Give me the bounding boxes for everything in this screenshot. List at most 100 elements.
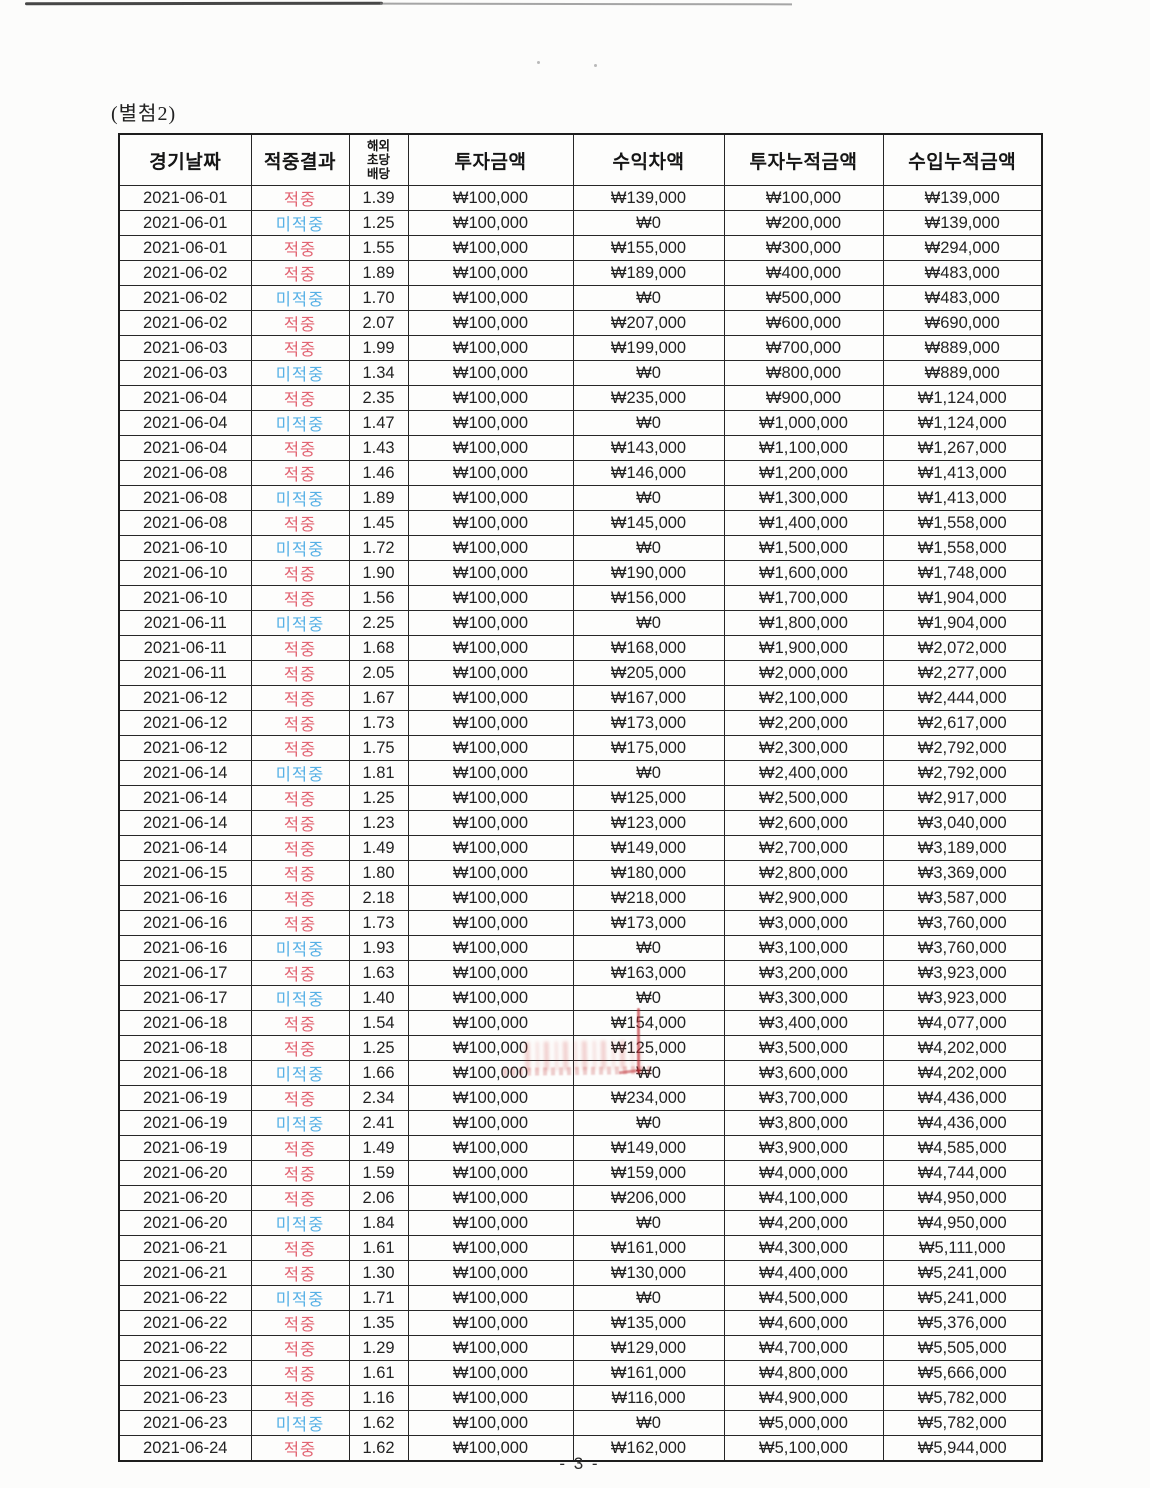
cell-cumulative-income: ₩1,748,000	[882, 560, 1043, 586]
table-row: 2021-06-16 적중 1.73 ₩100,000 ₩173,000 ₩3,…	[118, 910, 1043, 936]
cell-investment: ₩100,000	[407, 185, 574, 211]
cell-cumulative-investment: ₩4,200,000	[723, 1210, 884, 1236]
cell-profit: ₩0	[572, 1285, 725, 1311]
cell-hit-result: 적중	[250, 710, 350, 736]
cell-cumulative-investment: ₩2,700,000	[723, 835, 884, 861]
cell-overseas-odds: 2.06	[348, 1185, 409, 1211]
cell-cumulative-investment: ₩1,100,000	[723, 435, 884, 461]
cell-cumulative-income: ₩5,782,000	[882, 1385, 1043, 1411]
cell-cumulative-investment: ₩4,100,000	[723, 1185, 884, 1211]
table-row: 2021-06-21 적중 1.61 ₩100,000 ₩161,000 ₩4,…	[118, 1235, 1043, 1261]
cell-game-date: 2021-06-11	[118, 610, 252, 636]
table-row: 2021-06-08 적중 1.45 ₩100,000 ₩145,000 ₩1,…	[118, 510, 1043, 536]
cell-cumulative-income: ₩1,558,000	[882, 510, 1043, 536]
col-header-overseas-odds: 해외 초당 배당	[348, 133, 409, 186]
cell-investment: ₩100,000	[407, 435, 574, 461]
cell-hit-result: 적중	[250, 335, 350, 361]
cell-cumulative-investment: ₩3,300,000	[723, 985, 884, 1011]
cell-cumulative-investment: ₩3,700,000	[723, 1085, 884, 1111]
cell-cumulative-income: ₩1,413,000	[882, 485, 1043, 511]
table-row: 2021-06-01 미적중 1.25 ₩100,000 ₩0 ₩200,000…	[118, 210, 1043, 236]
scan-artifact-line	[24, 1, 384, 6]
cell-overseas-odds: 1.25	[348, 785, 409, 811]
table-row: 2021-06-22 미적중 1.71 ₩100,000 ₩0 ₩4,500,0…	[118, 1285, 1043, 1311]
cell-hit-result: 적중	[250, 385, 350, 411]
table-row: 2021-06-10 미적중 1.72 ₩100,000 ₩0 ₩1,500,0…	[118, 535, 1043, 561]
cell-game-date: 2021-06-20	[118, 1160, 252, 1186]
table-row: 2021-06-19 미적중 2.41 ₩100,000 ₩0 ₩3,800,0…	[118, 1110, 1043, 1136]
cell-hit-result: 미적중	[250, 360, 350, 386]
cell-profit: ₩189,000	[572, 260, 725, 286]
cell-game-date: 2021-06-16	[118, 935, 252, 961]
cell-game-date: 2021-06-20	[118, 1210, 252, 1236]
cell-investment: ₩100,000	[407, 485, 574, 511]
cell-game-date: 2021-06-12	[118, 710, 252, 736]
table-row: 2021-06-17 적중 1.63 ₩100,000 ₩163,000 ₩3,…	[118, 960, 1043, 986]
cell-profit: ₩0	[572, 1060, 725, 1086]
table-row: 2021-06-20 적중 2.06 ₩100,000 ₩206,000 ₩4,…	[118, 1185, 1043, 1211]
cell-hit-result: 미적중	[250, 485, 350, 511]
cell-game-date: 2021-06-18	[118, 1035, 252, 1061]
cell-profit: ₩159,000	[572, 1160, 725, 1186]
cell-profit: ₩0	[572, 985, 725, 1011]
cell-game-date: 2021-06-22	[118, 1285, 252, 1311]
table-row: 2021-06-23 미적중 1.62 ₩100,000 ₩0 ₩5,000,0…	[118, 1410, 1043, 1436]
cell-investment: ₩100,000	[407, 310, 574, 336]
cell-hit-result: 적중	[250, 960, 350, 986]
cell-cumulative-income: ₩1,904,000	[882, 585, 1043, 611]
cell-overseas-odds: 1.46	[348, 460, 409, 486]
cell-profit: ₩206,000	[572, 1185, 725, 1211]
cell-game-date: 2021-06-08	[118, 460, 252, 486]
cell-cumulative-income: ₩1,558,000	[882, 535, 1043, 561]
cell-cumulative-investment: ₩400,000	[723, 260, 884, 286]
cell-cumulative-investment: ₩3,800,000	[723, 1110, 884, 1136]
cell-cumulative-income: ₩5,241,000	[882, 1285, 1043, 1311]
cell-game-date: 2021-06-10	[118, 535, 252, 561]
cell-investment: ₩100,000	[407, 1335, 574, 1361]
table-row: 2021-06-08 적중 1.46 ₩100,000 ₩146,000 ₩1,…	[118, 460, 1043, 486]
cell-profit: ₩0	[572, 485, 725, 511]
table-row: 2021-06-14 적중 1.23 ₩100,000 ₩123,000 ₩2,…	[118, 810, 1043, 836]
cell-profit: ₩0	[572, 360, 725, 386]
cell-investment: ₩100,000	[407, 360, 574, 386]
table-row: 2021-06-16 미적중 1.93 ₩100,000 ₩0 ₩3,100,0…	[118, 935, 1043, 961]
table-row: 2021-06-16 적중 2.18 ₩100,000 ₩218,000 ₩2,…	[118, 885, 1043, 911]
cell-overseas-odds: 1.67	[348, 685, 409, 711]
cell-cumulative-investment: ₩3,000,000	[723, 910, 884, 936]
cell-game-date: 2021-06-18	[118, 1060, 252, 1086]
cell-cumulative-investment: ₩2,600,000	[723, 810, 884, 836]
cell-profit: ₩129,000	[572, 1335, 725, 1361]
cell-cumulative-income: ₩4,077,000	[882, 1010, 1043, 1036]
cell-investment: ₩100,000	[407, 985, 574, 1011]
cell-investment: ₩100,000	[407, 885, 574, 911]
cell-overseas-odds: 2.05	[348, 660, 409, 686]
cell-game-date: 2021-06-10	[118, 585, 252, 611]
cell-profit: ₩173,000	[572, 910, 725, 936]
table-row: 2021-06-21 적중 1.30 ₩100,000 ₩130,000 ₩4,…	[118, 1260, 1043, 1286]
table-row: 2021-06-23 적중 1.16 ₩100,000 ₩116,000 ₩4,…	[118, 1385, 1043, 1411]
cell-cumulative-investment: ₩2,400,000	[723, 760, 884, 786]
cell-game-date: 2021-06-02	[118, 285, 252, 311]
cell-overseas-odds: 1.55	[348, 235, 409, 261]
page-number: - 3 -	[559, 1454, 600, 1473]
cell-hit-result: 미적중	[250, 210, 350, 236]
cell-cumulative-investment: ₩4,900,000	[723, 1385, 884, 1411]
table-row: 2021-06-10 적중 1.56 ₩100,000 ₩156,000 ₩1,…	[118, 585, 1043, 611]
cell-profit: ₩175,000	[572, 735, 725, 761]
cell-investment: ₩100,000	[407, 935, 574, 961]
table-row: 2021-06-12 적중 1.73 ₩100,000 ₩173,000 ₩2,…	[118, 710, 1043, 736]
cell-hit-result: 적중	[250, 260, 350, 286]
cell-overseas-odds: 1.34	[348, 360, 409, 386]
cell-overseas-odds: 1.23	[348, 810, 409, 836]
cell-cumulative-investment: ₩4,800,000	[723, 1360, 884, 1386]
scan-speck	[594, 64, 597, 67]
table-row: 2021-06-11 적중 1.68 ₩100,000 ₩168,000 ₩1,…	[118, 635, 1043, 661]
cell-hit-result: 적중	[250, 1135, 350, 1161]
cell-hit-result: 미적중	[250, 1060, 350, 1086]
cell-cumulative-income: ₩4,950,000	[882, 1210, 1043, 1236]
cell-profit: ₩116,000	[572, 1385, 725, 1411]
cell-hit-result: 미적중	[250, 1210, 350, 1236]
cell-game-date: 2021-06-03	[118, 360, 252, 386]
table-row: 2021-06-04 적중 2.35 ₩100,000 ₩235,000 ₩90…	[118, 385, 1043, 411]
betting-results-table: 경기날짜 적중결과 해외 초당 배당 투자금액 수익차액 투자누적금액 수입누적…	[118, 133, 1043, 1462]
